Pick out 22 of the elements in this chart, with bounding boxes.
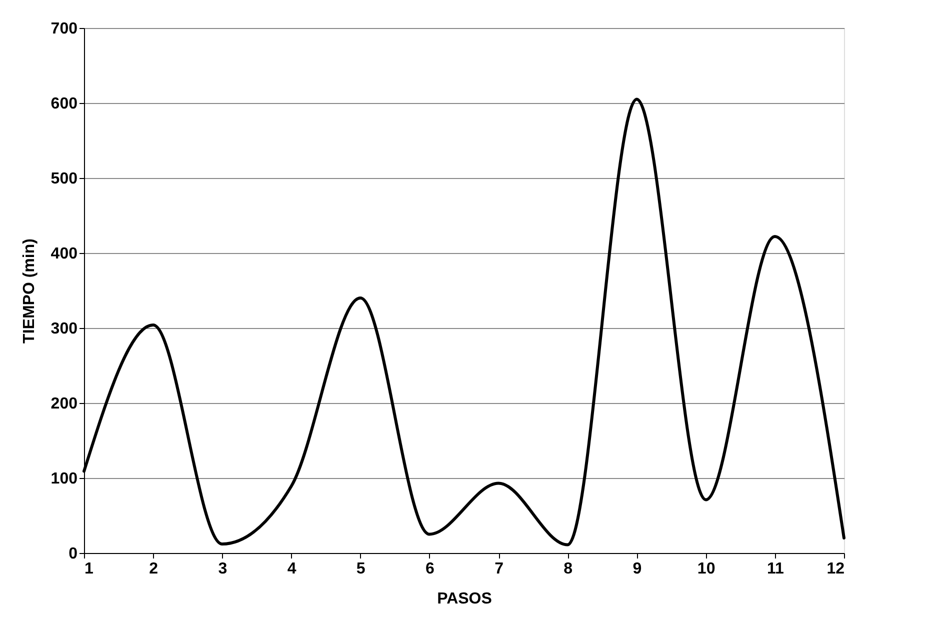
x-tick-label: 10 — [697, 560, 716, 578]
y-tick-label: 100 — [50, 470, 78, 488]
y-tick-label: 400 — [50, 246, 78, 262]
y-tick-label: 500 — [50, 170, 78, 188]
x-tick-label: 1 — [84, 560, 94, 578]
x-tick-label: 11 — [766, 560, 784, 578]
x-tick-label: 9 — [632, 560, 642, 578]
x-tick-label: 7 — [494, 560, 504, 578]
y-tick-label: 200 — [50, 396, 78, 412]
x-tick-label: 5 — [356, 560, 366, 578]
x-axis-title: PASOS — [437, 590, 492, 608]
y-tick-label: 700 — [50, 20, 78, 38]
y-tick-label: 300 — [50, 320, 78, 338]
y-axis-title: TIEMPO (min) — [20, 238, 38, 344]
x-tick-label: 12 — [826, 560, 845, 578]
x-tick-label: 8 — [564, 560, 573, 578]
x-tick-label: 2 — [149, 560, 158, 578]
x-tick-label: 4 — [287, 560, 296, 578]
y-tick-label: 0 — [68, 546, 78, 562]
x-tick-label: 3 — [218, 560, 228, 578]
x-tick-label: 6 — [426, 560, 434, 578]
y-tick-label: 600 — [50, 96, 78, 112]
